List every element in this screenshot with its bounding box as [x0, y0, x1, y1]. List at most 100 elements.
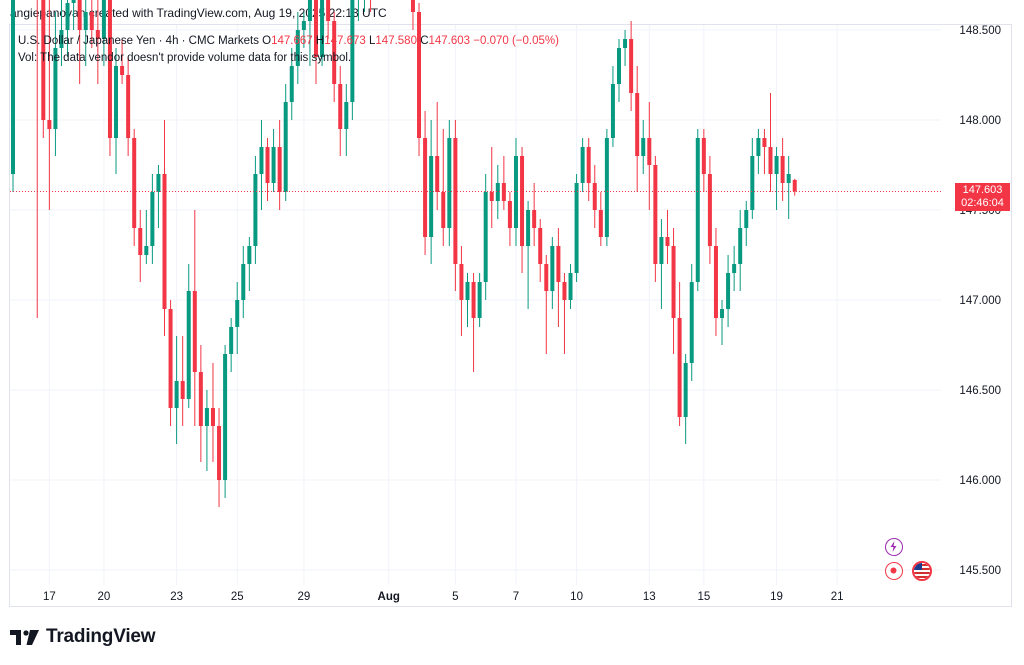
footer-brand[interactable]: TradingView	[10, 626, 156, 648]
record-icon[interactable]	[885, 562, 903, 580]
candle-body	[138, 228, 143, 255]
candle-body	[320, 0, 325, 57]
candle-body	[538, 228, 543, 264]
candle-body	[695, 138, 700, 282]
candle	[320, 0, 325, 66]
candle-body	[713, 246, 718, 318]
candle	[604, 129, 609, 246]
candle-body	[332, 21, 337, 84]
candle	[792, 178, 797, 196]
candle-body	[738, 228, 743, 264]
candle	[568, 264, 573, 309]
candle	[762, 129, 767, 174]
last-price-value: 147.603	[962, 184, 1003, 197]
candle-body	[162, 174, 167, 309]
time-tick-label: 5	[452, 591, 458, 603]
candle-body	[101, 0, 106, 39]
candle	[350, 0, 355, 120]
candle	[726, 255, 731, 327]
candle-body	[501, 183, 506, 201]
price-tick-label: 145.500	[959, 565, 1001, 577]
candle	[229, 318, 234, 372]
candle	[671, 228, 676, 354]
candle-body	[580, 147, 585, 183]
candle	[307, 0, 312, 66]
candle	[47, 0, 52, 210]
candle	[750, 138, 755, 219]
candle	[495, 165, 500, 219]
candle	[156, 165, 161, 228]
candle	[53, 12, 58, 156]
candle	[447, 120, 452, 246]
candle	[483, 174, 488, 300]
candle	[707, 156, 712, 264]
candle	[683, 354, 688, 444]
candle	[417, 3, 422, 156]
candle-body	[338, 84, 343, 129]
legend-symbol[interactable]: U.S. Dollar / Japanese Yen · 4h · CMC Ma…	[18, 35, 259, 47]
candle-body	[132, 138, 137, 228]
candle-body	[659, 237, 664, 264]
candle	[471, 273, 476, 372]
candle	[241, 246, 246, 318]
candle-body	[471, 282, 476, 318]
legend-high-label: H	[315, 35, 325, 47]
candle	[780, 138, 785, 201]
candle	[641, 120, 646, 174]
legend-row-ohlc: U.S. Dollar / Japanese Yen · 4h · CMC Ma…	[18, 33, 559, 50]
candle-body	[144, 246, 149, 255]
candle	[295, 12, 300, 84]
candle	[774, 147, 779, 210]
chart-frame	[9, 24, 1012, 607]
time-tick-label: 19	[770, 591, 783, 603]
candle	[107, 0, 112, 156]
candle-body	[53, 48, 58, 129]
candle	[370, 0, 372, 12]
candle	[677, 282, 682, 426]
candle-body	[259, 147, 264, 174]
candle	[689, 264, 694, 381]
chart-legend: U.S. Dollar / Japanese Yen · 4h · CMC Ma…	[18, 33, 559, 67]
flash-icon[interactable]	[885, 538, 903, 556]
legend-close-value: 147.603	[428, 35, 471, 47]
candle-body	[283, 102, 288, 192]
candle-body	[271, 147, 276, 183]
candle-body	[168, 309, 173, 408]
candle	[701, 129, 706, 192]
candle-body	[550, 246, 555, 291]
candle	[180, 336, 185, 426]
candle-body	[204, 408, 209, 426]
us-flag-icon[interactable]	[912, 561, 932, 581]
candle-body	[598, 210, 603, 237]
candle	[186, 264, 191, 408]
candle-body	[174, 381, 179, 408]
candle-body	[295, 30, 300, 66]
candle-body	[350, 0, 355, 102]
candle-body	[495, 183, 500, 201]
candle	[610, 66, 615, 147]
candle	[507, 192, 512, 246]
candle	[629, 21, 634, 111]
candle	[41, 0, 46, 138]
candle-body	[435, 156, 440, 192]
candle	[357, 0, 359, 21]
candle	[326, 0, 331, 39]
candle	[465, 273, 470, 327]
candle	[259, 120, 264, 210]
legend-open-label: O	[262, 35, 272, 47]
candle-body	[635, 93, 640, 156]
candle-body	[477, 282, 482, 318]
candle	[768, 93, 773, 192]
price-tick-label: 146.500	[959, 385, 1001, 397]
candle	[265, 138, 270, 201]
candle	[550, 237, 555, 309]
candle-body	[198, 372, 203, 426]
candle-body	[423, 138, 428, 237]
candle-body	[107, 0, 112, 138]
legend-volume-note: Vol: The data vendor doesn't provide vol…	[18, 52, 352, 64]
candle	[713, 228, 718, 336]
candle	[174, 336, 179, 444]
candle-body	[120, 66, 125, 75]
candle-body	[277, 147, 282, 192]
